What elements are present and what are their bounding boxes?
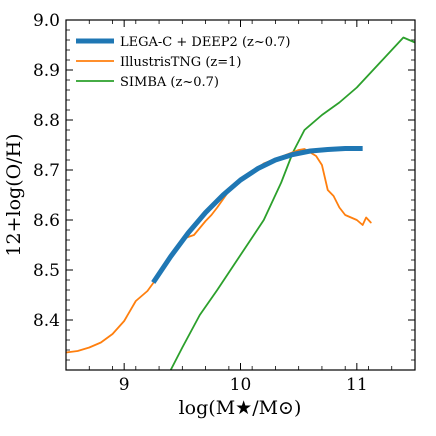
y-tick-label: 8.6 bbox=[33, 211, 60, 231]
y-tick-label: 8.8 bbox=[33, 111, 60, 131]
legend-label-2: IllustrisTNG (z=1) bbox=[120, 55, 241, 70]
y-tick-label: 8.9 bbox=[33, 61, 60, 81]
y-axis-label: 12+log(O/H) bbox=[3, 133, 25, 256]
legend: LEGA-C + DEEP2 (z~0.7) IllustrisTNG (z=1)… bbox=[76, 35, 291, 90]
y-tick-label: 8.4 bbox=[33, 311, 60, 331]
x-tick-label: 9 bbox=[119, 375, 130, 395]
y-tick-label: 8.7 bbox=[33, 161, 60, 181]
ticks-layer: 9 10 11 8.4 8.5 8.6 8.7 8.8 8.9 9.0 bbox=[33, 11, 416, 395]
legend-label-1: LEGA-C + DEEP2 (z~0.7) bbox=[120, 35, 291, 50]
legend-label-3: SIMBA (z~0.7) bbox=[120, 75, 219, 90]
series-line-1 bbox=[151, 146, 363, 284]
plot-background bbox=[66, 20, 415, 370]
plot-frame bbox=[65, 19, 416, 371]
y-tick-label: 9.0 bbox=[33, 11, 60, 31]
y-tick-label: 8.5 bbox=[33, 261, 60, 281]
x-axis-label: log(M★/M⊙) bbox=[179, 397, 302, 419]
x-tick-label: 11 bbox=[346, 375, 368, 395]
x-tick-label: 10 bbox=[230, 375, 252, 395]
series-layer bbox=[66, 36, 415, 370]
